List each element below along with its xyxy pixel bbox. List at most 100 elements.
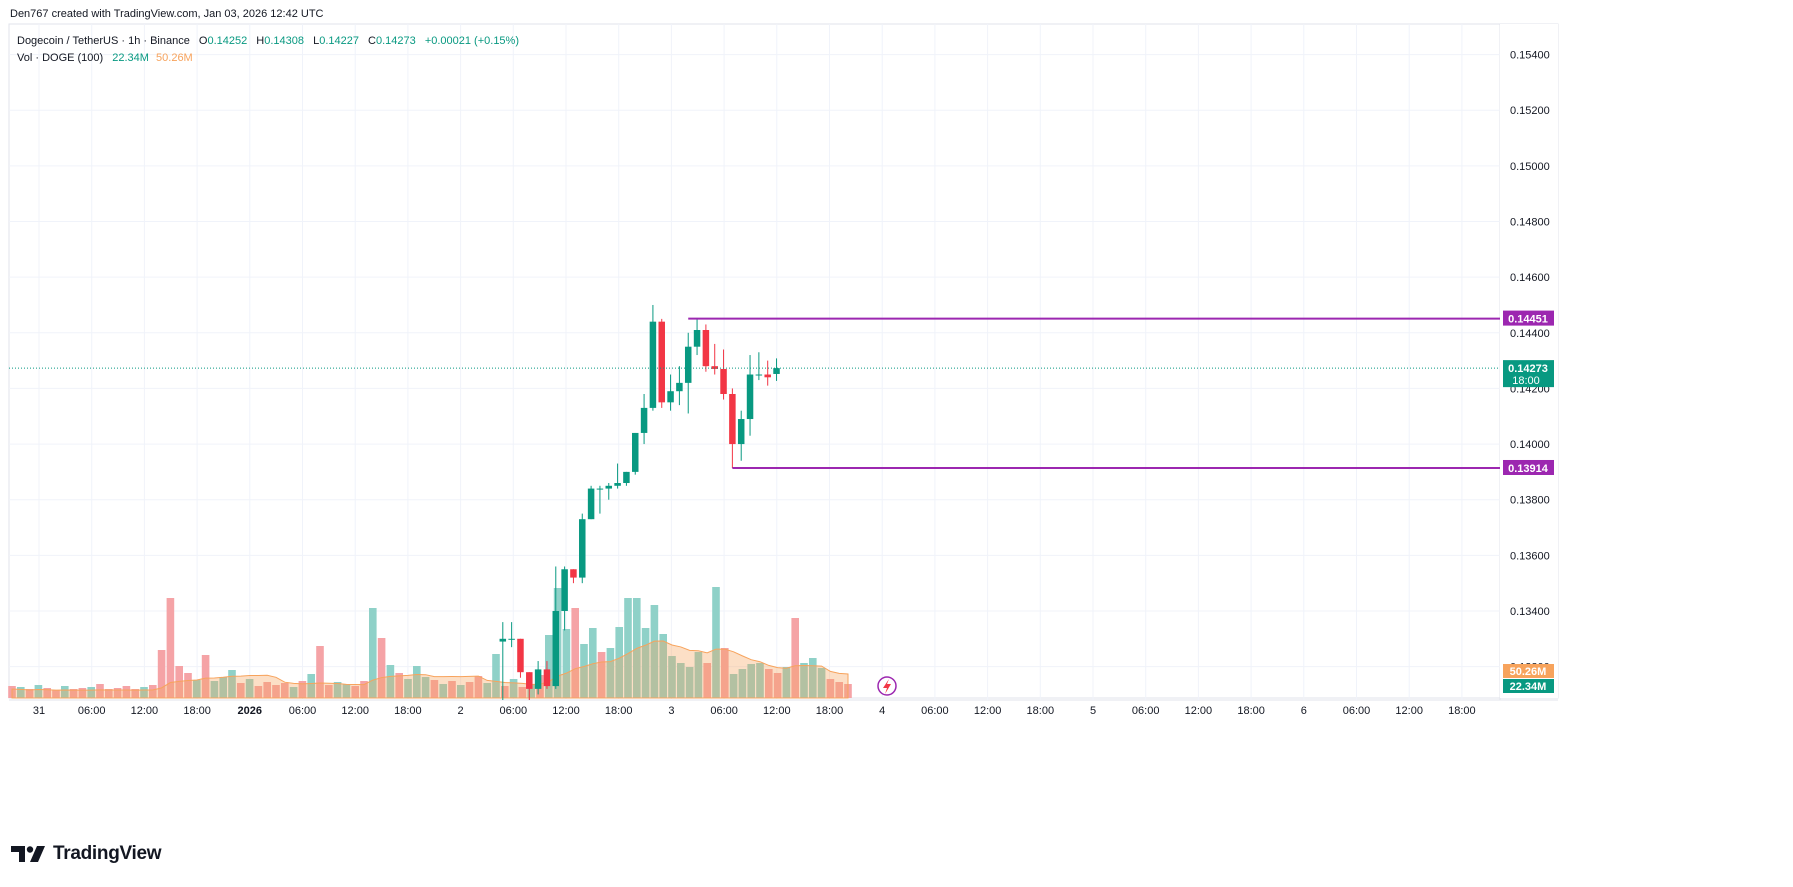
volume-bar: [738, 669, 747, 698]
volume-bar: [219, 677, 227, 698]
volume-bar: [835, 682, 843, 698]
time-tick-label: 12:00: [341, 705, 369, 717]
volume-bar: [800, 663, 808, 698]
time-tick-label: 18:00: [394, 705, 422, 717]
tradingview-icon: [11, 846, 45, 862]
volume-bar: [87, 687, 95, 698]
candle-body: [579, 519, 586, 578]
volume-bar: [589, 628, 597, 698]
candle-body: [561, 569, 568, 611]
volume-bar: [184, 673, 192, 698]
volume-bar: [703, 663, 711, 698]
volume-bar: [721, 648, 729, 698]
symbol-title[interactable]: Dogecoin / TetherUS · 1h · Binance: [17, 35, 190, 47]
volume-title[interactable]: Vol · DOGE (100): [17, 52, 104, 64]
volume-bar: [263, 682, 271, 698]
volume-bar: [580, 644, 588, 698]
candle-body: [658, 321, 665, 403]
volume-bar: [131, 689, 139, 698]
candle-body: [773, 368, 780, 374]
close-label: C: [368, 35, 376, 47]
volume-bar: [677, 663, 685, 698]
candle-body: [764, 374, 771, 378]
time-tick-label: 06:00: [1132, 705, 1160, 717]
volume-ma-area: [11, 640, 849, 699]
time-tick-label: 06:00: [289, 705, 317, 717]
volume-bar: [791, 618, 799, 698]
price-tick-label: 0.13600: [1510, 550, 1550, 562]
volume-bar: [272, 685, 280, 698]
candle-body: [526, 672, 533, 689]
volume-bar: [615, 627, 623, 698]
candle-body: [614, 483, 621, 486]
time-tick-label: 12:00: [131, 705, 159, 717]
candle-body: [552, 610, 560, 687]
volume-bar: [641, 628, 650, 698]
candle-body: [534, 669, 542, 689]
volume-bar: [228, 670, 236, 698]
bar-countdown-label: 18:00: [1512, 375, 1540, 387]
volume-bar: [571, 608, 579, 698]
time-tick-label: 18:00: [605, 705, 633, 717]
candle-body: [632, 432, 639, 472]
volume-bar: [518, 687, 527, 698]
volume-tag-label: 22.34M: [1510, 681, 1547, 693]
volume-bar: [465, 682, 474, 698]
volume-bar: [43, 688, 51, 698]
candle-body: [702, 330, 710, 367]
time-tick-label: 4: [879, 705, 885, 717]
time-tick-label: 6: [1301, 705, 1307, 717]
volume-bar: [289, 687, 298, 698]
time-tick-label: 12:00: [1395, 705, 1423, 717]
time-tick-label: 06:00: [500, 705, 528, 717]
volume-bar: [562, 629, 571, 698]
time-tick-label: 06:00: [710, 705, 738, 717]
volume-bar: [122, 686, 131, 698]
time-tick-label: 3: [668, 705, 674, 717]
volume-bar: [457, 685, 465, 698]
candle-body: [676, 382, 683, 392]
volume-bar: [307, 674, 315, 698]
time-tick-label: 18:00: [183, 705, 211, 717]
volume-bar: [694, 652, 703, 698]
candle-body: [746, 374, 754, 420]
time-tick-label: 06:00: [1343, 705, 1371, 717]
volume-bar: [765, 669, 773, 698]
volume-bar: [685, 667, 694, 698]
volume-bar: [395, 673, 403, 698]
low-label: L: [313, 35, 320, 47]
price-tick-label: 0.14000: [1510, 439, 1550, 451]
open-label: O: [198, 35, 208, 47]
candle-body: [720, 368, 727, 394]
volume-bar: [483, 683, 491, 698]
volume-bar: [360, 681, 368, 698]
volume-bar: [756, 663, 764, 698]
tradingview-logo[interactable]: TradingView: [11, 843, 162, 865]
volume-bar: [404, 679, 412, 698]
time-tick-label: 12:00: [1185, 705, 1213, 717]
volume-ma-value: 50.26M: [156, 52, 193, 64]
brand-name: TradingView: [53, 843, 162, 864]
candle-body: [508, 638, 515, 640]
candle-body: [587, 488, 595, 520]
volume-bar: [545, 635, 553, 698]
volume-bar: [325, 685, 333, 698]
price-tick-label: 0.15000: [1510, 161, 1550, 173]
volume-bar: [659, 634, 667, 698]
volume-bar: [96, 684, 104, 698]
volume-bar: [448, 681, 456, 698]
candle-body: [517, 638, 524, 673]
volume-bar: [474, 676, 483, 698]
volume-bar: [624, 598, 632, 698]
volume-bar: [69, 689, 78, 698]
time-tick-label: 06:00: [78, 705, 106, 717]
level-price-label: 0.14451: [1508, 314, 1548, 326]
volume-ma-tag: [1503, 664, 1554, 678]
volume-bar: [712, 587, 720, 698]
price-tick-label: 0.14400: [1510, 328, 1550, 340]
volume-bar: [254, 686, 263, 698]
candle-body: [499, 638, 507, 642]
time-tick-label: 12:00: [763, 705, 791, 717]
lightning-bolt-icon: [883, 679, 891, 694]
